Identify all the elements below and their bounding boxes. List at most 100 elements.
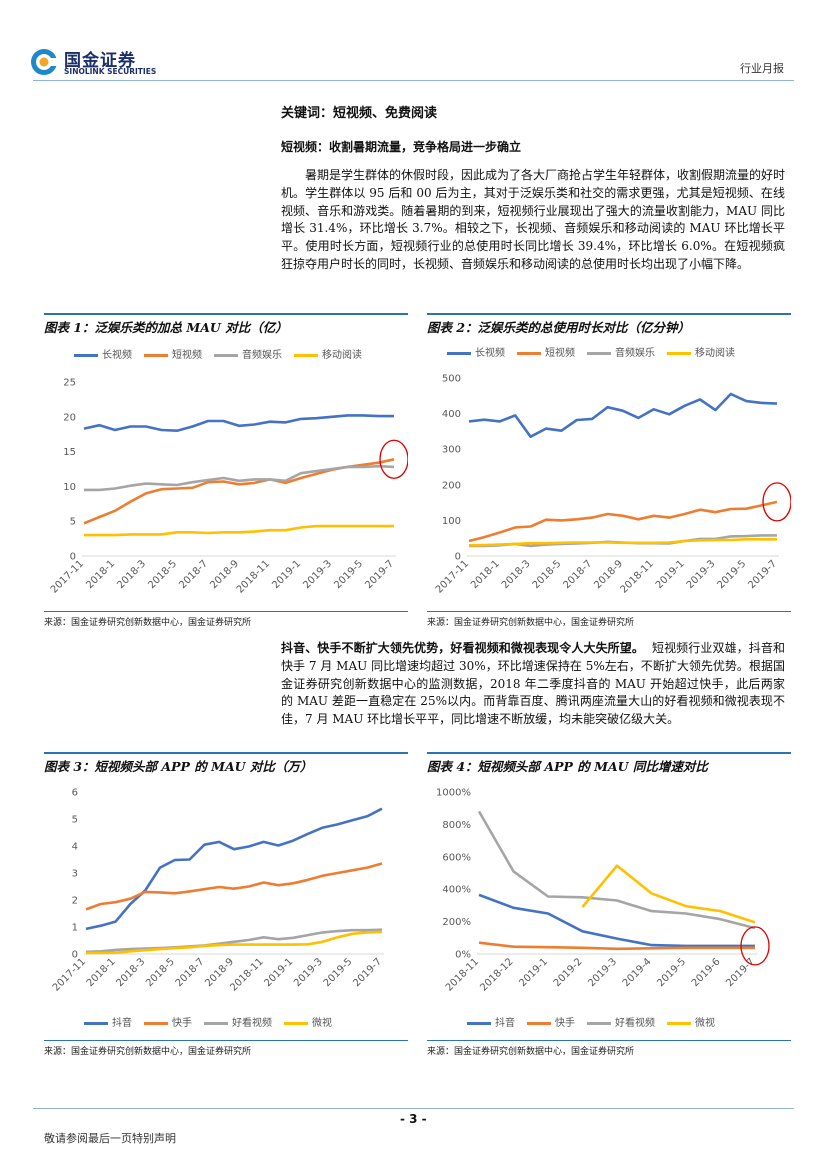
highlight-circle bbox=[379, 439, 408, 479]
series-line bbox=[468, 538, 777, 547]
legend-swatch bbox=[284, 1021, 308, 1025]
y-tick-label: 6 bbox=[72, 788, 78, 799]
y-tick-label: 5 bbox=[72, 815, 78, 826]
x-tick-label: 2018-7 bbox=[177, 558, 210, 591]
legend-swatch bbox=[144, 353, 168, 357]
x-tick-label: 2018-7 bbox=[174, 956, 207, 989]
series-line bbox=[468, 500, 778, 543]
legend-label: 微视 bbox=[695, 1018, 715, 1029]
legend-swatch bbox=[587, 351, 611, 355]
legend-label: 微视 bbox=[312, 1018, 332, 1029]
footer-disclaimer: 敬请参阅最后一页特别声明 bbox=[44, 1132, 176, 1145]
legend-item: 抖音 bbox=[84, 1018, 132, 1029]
legend-label: 快手 bbox=[555, 1018, 575, 1029]
legend-swatch bbox=[527, 1021, 551, 1025]
x-tick-label: 2019-5 bbox=[715, 558, 748, 591]
y-tick-label: 200 bbox=[442, 480, 461, 491]
y-tick-label: 200% bbox=[442, 917, 471, 928]
x-tick-label: 2018-11 bbox=[619, 558, 656, 595]
x-tick-label: 2019-6 bbox=[690, 956, 723, 989]
y-tick-label: 2 bbox=[72, 896, 78, 907]
figure2-legend: 长视频 短视频 音频娱乐 移动阅读 bbox=[447, 344, 747, 359]
x-tick-label: 2019-1 bbox=[517, 956, 550, 989]
y-tick-label: 0 bbox=[70, 552, 76, 563]
series-line bbox=[84, 524, 394, 537]
figure1-title: 图表 1：泛娱乐类的加总 MAU 对比（亿） bbox=[44, 313, 408, 336]
legend-label: 长视频 bbox=[102, 350, 132, 361]
legend-item: 长视频 bbox=[74, 350, 132, 361]
legend-item: 长视频 bbox=[447, 348, 505, 359]
x-tick-label: 2018-3 bbox=[115, 558, 148, 591]
section2-body: 短视频行业双雄，抖音和快手 7 月 MAU 同比增速均超过 30%，环比增速保持… bbox=[281, 641, 785, 727]
figure2-source: 来源：国金证券研究创新数据中心，国金证券研究所 bbox=[427, 618, 635, 628]
header-divider bbox=[33, 80, 794, 81]
legend-label: 抖音 bbox=[495, 1018, 515, 1029]
legend-label: 好看视频 bbox=[615, 1018, 655, 1029]
figure1-source: 来源：国金证券研究创新数据中心，国金证券研究所 bbox=[44, 618, 252, 628]
legend-swatch bbox=[517, 351, 541, 355]
figure4-legend: 抖音 快手 好看视频 微视 bbox=[467, 1014, 727, 1029]
series-line bbox=[581, 864, 756, 924]
x-tick-label: 2019-3 bbox=[586, 956, 619, 989]
legend-item: 移动阅读 bbox=[294, 350, 362, 361]
x-tick-label: 2018-5 bbox=[144, 956, 177, 989]
x-tick-label: 2019-3 bbox=[685, 558, 718, 591]
x-tick-label: 2017-11 bbox=[51, 956, 88, 993]
section1-subhead: 短视频：收割暑期流量，竞争格局进一步确立 bbox=[281, 140, 522, 154]
figure1-legend: 长视频 短视频 音频娱乐 移动阅读 bbox=[74, 346, 374, 361]
page-number: - 3 - bbox=[400, 1112, 427, 1126]
section1-paragraph: 暑期是学生群体的休假时段，因此成为了各大厂商抢占学生年轻群体，收割假期流量的好时… bbox=[281, 168, 786, 271]
y-tick-label: 0 bbox=[455, 552, 461, 563]
legend-item: 好看视频 bbox=[587, 1018, 655, 1029]
figure4-title: 图表 4：短视频头部 APP 的 MAU 同比增速对比 bbox=[427, 752, 791, 775]
sinolink-logo-icon bbox=[31, 49, 58, 75]
figure3-bottom-rule bbox=[44, 1040, 408, 1041]
report-type: 行业月报 bbox=[740, 62, 784, 75]
x-tick-label: 2019-7 bbox=[363, 558, 396, 591]
legend-label: 移动阅读 bbox=[695, 348, 735, 359]
y-tick-label: 400% bbox=[442, 885, 471, 896]
keyword-heading: 关键词：短视频、免费阅读 bbox=[281, 106, 438, 121]
series-line bbox=[477, 810, 756, 930]
x-tick-label: 2019-7 bbox=[724, 956, 757, 989]
legend-item: 短视频 bbox=[144, 350, 202, 361]
legend-swatch bbox=[587, 1021, 611, 1025]
legend-item: 微视 bbox=[284, 1018, 332, 1029]
x-tick-label: 2018-3 bbox=[114, 956, 147, 989]
legend-item: 短视频 bbox=[517, 348, 575, 359]
legend-swatch bbox=[84, 1021, 108, 1025]
series-line bbox=[86, 930, 383, 955]
y-tick-label: 3 bbox=[72, 869, 78, 880]
figure4-source: 来源：国金证券研究创新数据中心，国金证券研究所 bbox=[427, 1047, 635, 1057]
series-line bbox=[83, 414, 394, 432]
x-tick-label: 2019-5 bbox=[322, 956, 355, 989]
y-tick-label: 400 bbox=[442, 409, 461, 420]
x-tick-label: 2017-11 bbox=[434, 558, 471, 595]
header-logo: 国金证券 SINOLINK SECURITIES bbox=[30, 46, 160, 80]
legend-swatch bbox=[144, 1021, 168, 1025]
legend-swatch bbox=[214, 353, 238, 357]
legend-label: 移动阅读 bbox=[322, 350, 362, 361]
section2-lead: 抖音、快手不断扩大领先优势，好看视频和微视表现令人大失所望。 bbox=[281, 641, 644, 655]
legend-item: 快手 bbox=[527, 1018, 575, 1029]
legend-swatch bbox=[667, 351, 691, 355]
legend-item: 音频娱乐 bbox=[587, 348, 655, 359]
y-tick-label: 500 bbox=[442, 374, 461, 385]
series-line bbox=[85, 862, 383, 911]
legend-label: 长视频 bbox=[475, 348, 505, 359]
x-tick-label: 2019-7 bbox=[351, 956, 384, 989]
y-tick-label: 15 bbox=[63, 447, 76, 458]
legend-item: 好看视频 bbox=[204, 1018, 272, 1029]
x-tick-label: 2018-12 bbox=[478, 956, 515, 993]
legend-label: 短视频 bbox=[172, 350, 202, 361]
legend-label: 快手 bbox=[172, 1018, 192, 1029]
y-tick-label: 10 bbox=[63, 482, 76, 493]
y-tick-label: 5 bbox=[70, 517, 76, 528]
x-tick-label: 2019-1 bbox=[270, 558, 303, 591]
y-tick-label: 25 bbox=[63, 378, 76, 389]
x-tick-label: 2019-2 bbox=[552, 956, 585, 989]
x-tick-label: 2019-3 bbox=[301, 558, 334, 591]
x-tick-label: 2018-3 bbox=[500, 558, 533, 591]
legend-swatch bbox=[467, 1021, 491, 1025]
